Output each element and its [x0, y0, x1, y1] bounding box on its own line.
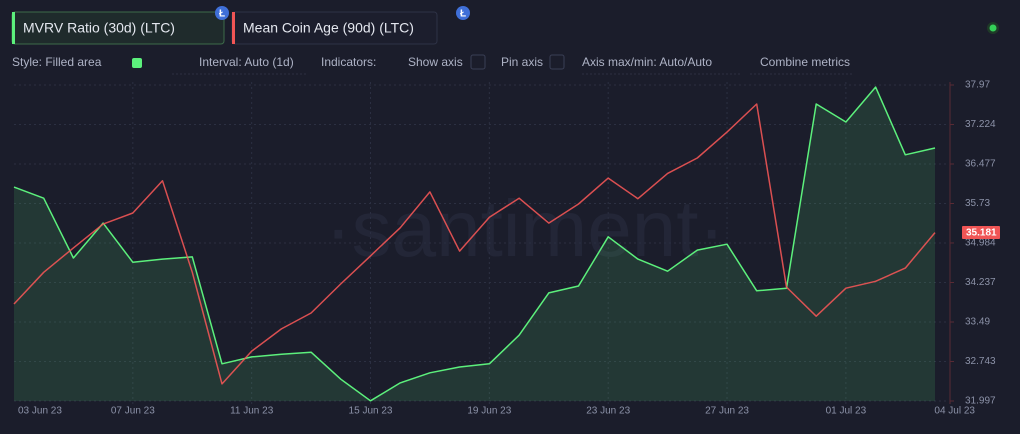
- toolbar-item[interactable]: Combine metrics: [760, 55, 850, 69]
- series-line: [13, 86, 936, 402]
- watermark: ·santiment·: [325, 184, 725, 273]
- x-tick-label: 04 Jul 23: [934, 406, 975, 417]
- legend-entry: Mean Coin Age (90d) (LTC): [243, 20, 414, 36]
- x-tick-label: 19 Jun 23: [467, 406, 511, 417]
- chip-bar: [232, 12, 235, 44]
- status-dot: [989, 24, 997, 32]
- toolbar-item[interactable]: Axis max/min: Auto/Auto: [582, 55, 712, 69]
- y-tick-label: 33.49: [965, 317, 990, 328]
- toolbar-item[interactable]: Indicators:: [321, 55, 376, 69]
- series-area: [14, 87, 935, 401]
- y-tick-label: 32.743: [965, 356, 996, 367]
- x-tick-label: 15 Jun 23: [349, 406, 393, 417]
- value-badge: [962, 226, 1000, 240]
- toolbar-item[interactable]: Pin axis: [501, 55, 543, 69]
- chip-bar: [12, 12, 15, 44]
- coin-icon: [456, 6, 470, 20]
- coin-icon-text: Ł: [460, 9, 466, 20]
- x-tick-label: 07 Jun 23: [111, 406, 155, 417]
- checkbox[interactable]: [549, 54, 565, 70]
- coin-icon-text: Ł: [219, 9, 225, 20]
- toolbar-item[interactable]: Style: Filled area: [12, 55, 102, 69]
- y-tick-label: 35.73: [965, 198, 990, 209]
- x-tick-label: 11 Jun 23: [230, 406, 274, 417]
- legend-entry: MVRV Ratio (30d) (LTC): [23, 20, 175, 36]
- color-swatch[interactable]: [132, 58, 142, 68]
- x-tick-label: 23 Jun 23: [586, 406, 630, 417]
- y-tick-label: 37.224: [965, 119, 996, 130]
- y-tick-label: 36.477: [965, 159, 996, 170]
- x-tick-label: 03 Jun 23: [18, 406, 62, 417]
- x-tick-label: 27 Jun 23: [705, 406, 749, 417]
- checkbox[interactable]: [470, 54, 486, 70]
- y-tick-label: 37.97: [965, 80, 990, 91]
- value-label: 35.181: [966, 228, 997, 239]
- toolbar-item[interactable]: Show axis: [408, 55, 463, 69]
- x-tick-label: 01 Jul 23: [826, 406, 867, 417]
- y-tick-label: 34.984: [965, 238, 996, 249]
- y-tick-label: 31.997: [965, 396, 996, 407]
- coin-icon: [215, 6, 229, 20]
- series-line: [13, 103, 936, 385]
- y-tick-label: 34.237: [965, 277, 996, 288]
- toolbar-item[interactable]: Interval: Auto (1d): [199, 55, 294, 69]
